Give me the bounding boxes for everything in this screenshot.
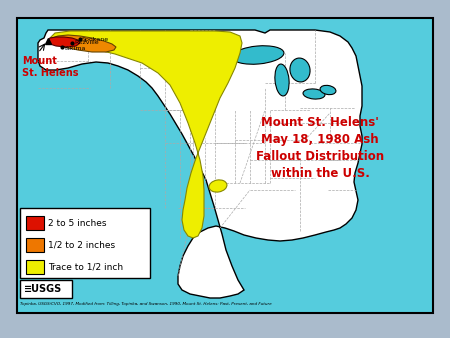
Polygon shape	[38, 30, 362, 298]
Text: 1/2 to 2 inches: 1/2 to 2 inches	[48, 241, 115, 249]
Text: Mount
St. Helens: Mount St. Helens	[22, 56, 78, 78]
Ellipse shape	[209, 180, 227, 192]
Bar	[17, 18, 433, 313]
Text: Spokane: Spokane	[82, 37, 109, 42]
Text: Topinka, USGS/CVO, 1997, Modified from: Tilling, Topinka, and Swanson, 1990, Mou: Topinka, USGS/CVO, 1997, Modified from: …	[20, 302, 272, 306]
Ellipse shape	[232, 46, 284, 64]
Ellipse shape	[303, 89, 325, 99]
Ellipse shape	[275, 64, 289, 96]
Polygon shape	[50, 35, 116, 52]
Text: Mount St. Helens'
May 18, 1980 Ash
Fallout Distribution
within the U.S.: Mount St. Helens' May 18, 1980 Ash Fallo…	[256, 116, 384, 180]
Text: Trace to 1/2 inch: Trace to 1/2 inch	[48, 263, 123, 271]
Text: 2 to 5 inches: 2 to 5 inches	[48, 218, 107, 227]
Ellipse shape	[320, 86, 336, 95]
Polygon shape	[48, 37, 80, 47]
Bar	[20, 280, 72, 298]
Ellipse shape	[290, 58, 310, 82]
Bar	[26, 216, 44, 230]
Text: Yakima: Yakima	[64, 46, 86, 50]
Bar	[26, 260, 44, 274]
Bar	[20, 208, 150, 278]
Bar	[26, 238, 44, 252]
Text: Ritzville: Ritzville	[74, 41, 99, 46]
Polygon shape	[50, 31, 242, 238]
Text: ≡USGS: ≡USGS	[24, 284, 62, 294]
